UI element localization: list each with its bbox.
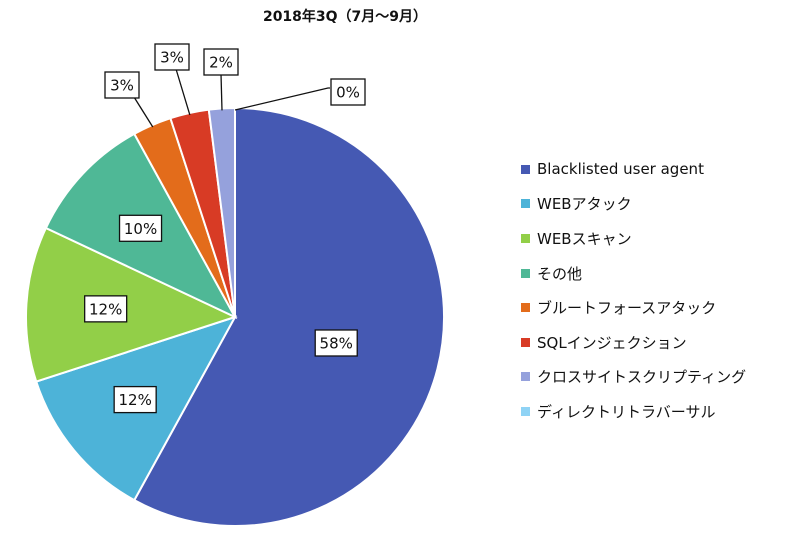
data-label-box — [104, 71, 140, 99]
data-label: 58% — [314, 329, 358, 357]
legend-swatch — [521, 164, 530, 174]
data-label-text: 2% — [209, 54, 233, 72]
data-label-box — [330, 78, 366, 106]
legend-swatch — [521, 233, 530, 243]
legend-label: ブルートフォースアタック — [537, 299, 717, 318]
legend-swatch — [521, 372, 530, 382]
legend-item: クロスサイトスクリプティング — [521, 360, 746, 395]
legend-swatch — [521, 199, 530, 209]
legend-swatch — [521, 337, 530, 347]
legend-label: WEBスキャン — [537, 229, 632, 248]
legend-label: ディレクトリトラバーサル — [537, 402, 716, 421]
data-label-text: 12% — [89, 300, 122, 318]
data-label: 10% — [118, 214, 163, 242]
legend-swatch — [521, 303, 530, 313]
legend-item: ディレクトリトラバーサル — [521, 394, 746, 429]
data-label-text: 3% — [110, 77, 134, 95]
data-label-box — [314, 329, 358, 357]
legend-label: クロスサイトスクリプティング — [537, 368, 747, 387]
legend-item: WEBアタック — [521, 187, 746, 222]
data-label-text: 0% — [336, 84, 360, 102]
leader-line — [133, 96, 154, 128]
data-label-box — [118, 214, 163, 242]
legend-swatch — [521, 406, 530, 416]
legend: Blacklisted user agent WEBアタック WEBスキャン その他ブ… — [521, 152, 746, 429]
legend-label: その他 — [537, 264, 583, 283]
legend-item: Blacklisted user agent — [521, 152, 746, 187]
data-label-text: 12% — [118, 391, 151, 409]
data-label: 12% — [84, 295, 128, 323]
data-label: 0% — [330, 78, 366, 106]
data-label: 3% — [154, 43, 190, 71]
legend-item: ブルートフォースアタック — [521, 290, 746, 325]
chart-title: 2018年3Q（7月～9月） — [262, 9, 428, 25]
legend-label: SQLインジェクション — [537, 333, 687, 352]
data-label-box — [113, 385, 157, 414]
legend-item: WEBスキャン — [521, 221, 746, 256]
leader-line — [234, 87, 330, 111]
pie-slice — [25, 226, 238, 383]
legend-label: Blacklisted user agent — [537, 160, 704, 179]
leader-line — [220, 73, 223, 111]
leader-line — [175, 68, 191, 116]
legend-label: WEBアタック — [537, 195, 632, 214]
data-label-text: 58% — [320, 334, 353, 352]
legend-item: SQLインジェクション — [521, 325, 746, 360]
data-label: 2% — [203, 48, 239, 76]
data-label-box — [203, 48, 239, 76]
data-label-box — [154, 43, 190, 71]
pie-slice — [132, 106, 445, 527]
legend-item: その他 — [521, 256, 746, 291]
data-label-text: 3% — [160, 49, 184, 67]
data-label: 12% — [113, 385, 157, 414]
data-label-text: 10% — [124, 220, 157, 238]
legend-swatch — [521, 268, 530, 278]
data-label: 3% — [104, 71, 140, 99]
data-label-box — [84, 295, 128, 323]
